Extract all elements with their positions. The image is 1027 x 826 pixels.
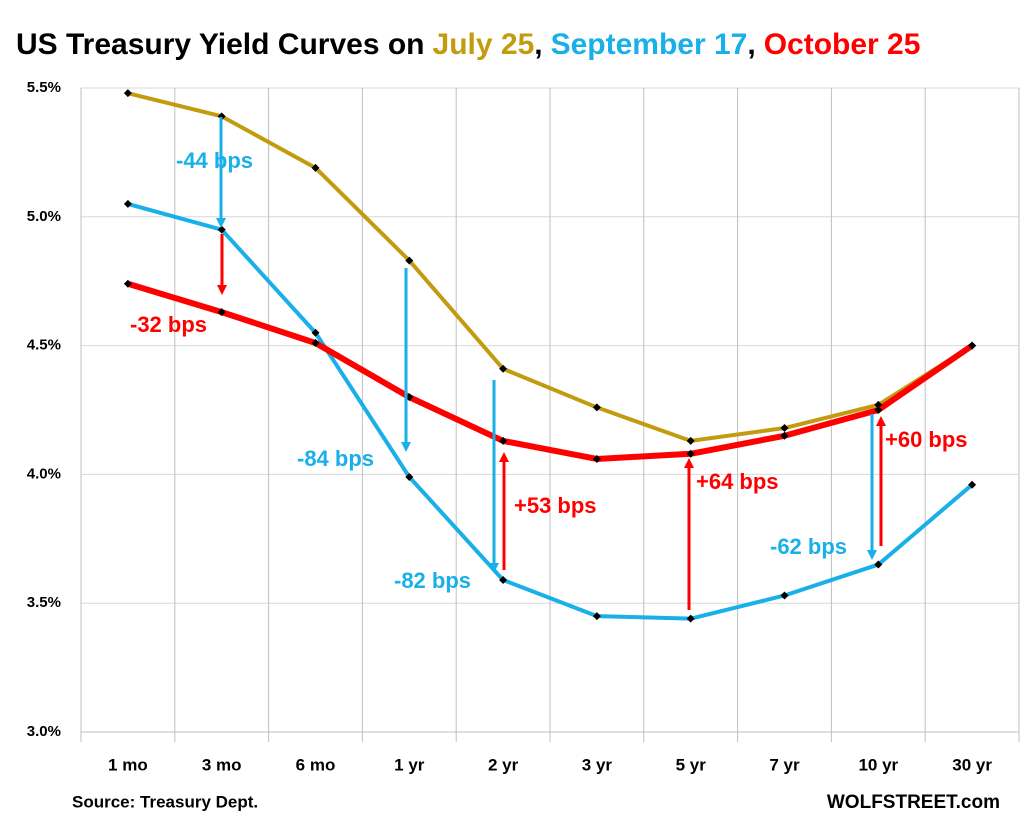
arrow-head <box>489 563 499 573</box>
arrow-head <box>867 550 877 560</box>
x-tick-label: 5 yr <box>676 755 707 774</box>
point-marker <box>499 576 508 585</box>
point-marker <box>874 560 883 569</box>
arrow-head <box>876 416 886 426</box>
point-marker <box>780 424 789 433</box>
annotation: +64 bps <box>696 469 779 494</box>
point-marker <box>405 256 414 265</box>
arrow-head <box>499 452 509 462</box>
point-marker <box>780 431 789 440</box>
point-marker <box>217 308 226 317</box>
point-marker <box>686 614 695 623</box>
arrow-head <box>217 285 227 295</box>
title-series: September 17 <box>551 28 748 61</box>
source: Source: Treasury Dept. <box>72 792 258 811</box>
annotation: -62 bps <box>770 534 847 559</box>
annotation: +53 bps <box>514 493 597 518</box>
arrow-head <box>401 442 411 452</box>
point-marker <box>123 199 132 208</box>
chart-title: US Treasury Yield Curves on July 25, Septe… <box>16 28 920 61</box>
title-text: US Treasury Yield Curves on <box>16 28 425 61</box>
x-tick-label: 3 yr <box>582 755 613 774</box>
point-marker <box>405 472 414 481</box>
x-tick-label: 2 yr <box>488 755 519 774</box>
credit: WOLFSTREET.com <box>827 792 1000 813</box>
y-tick-label: 4.0% <box>27 465 61 482</box>
point-marker <box>123 89 132 98</box>
point-marker <box>311 163 320 172</box>
point-marker <box>311 328 320 337</box>
series-line <box>127 91 974 443</box>
point-marker <box>499 436 508 445</box>
title-sep: , <box>534 28 542 61</box>
x-tick-label: 6 mo <box>296 755 336 774</box>
point-marker <box>874 406 883 414</box>
series-line <box>127 201 974 621</box>
y-tick-label: 3.0% <box>27 723 61 740</box>
title-series: October 25 <box>764 28 921 61</box>
point-marker <box>968 341 977 350</box>
point-marker <box>592 403 601 412</box>
annotation: -84 bps <box>297 446 374 471</box>
y-tick-label: 5.5% <box>27 79 61 96</box>
point-marker <box>686 449 695 458</box>
point-marker <box>968 480 977 489</box>
series-line <box>127 280 974 462</box>
point-marker <box>123 279 132 288</box>
point-marker <box>686 436 695 445</box>
x-tick-label: 7 yr <box>769 755 800 774</box>
annotation: +60 bps <box>885 427 968 452</box>
x-tick-label: 1 yr <box>394 755 425 774</box>
point-marker <box>874 400 883 409</box>
arrow-head <box>684 458 694 468</box>
y-tick-label: 5.0% <box>27 208 61 225</box>
point-marker <box>592 454 601 463</box>
x-tick-label: 1 mo <box>108 755 148 774</box>
point-marker <box>217 225 226 234</box>
y-tick-label: 4.5% <box>27 337 61 354</box>
x-tick-label: 10 yr <box>858 755 898 774</box>
x-tick-label: 3 mo <box>202 755 242 774</box>
point-marker <box>592 612 601 621</box>
annotation: -82 bps <box>394 568 471 593</box>
point-marker <box>499 364 508 373</box>
title-series: July 25 <box>433 28 535 61</box>
annotation: -44 bps <box>176 148 253 173</box>
y-tick-label: 3.5% <box>27 594 61 611</box>
point-marker <box>780 591 789 600</box>
annotation: -32 bps <box>130 312 207 337</box>
x-tick-label: 30 yr <box>952 755 992 774</box>
title-sep: , <box>747 28 755 61</box>
point-marker <box>311 339 320 348</box>
arrow-head <box>216 218 226 228</box>
